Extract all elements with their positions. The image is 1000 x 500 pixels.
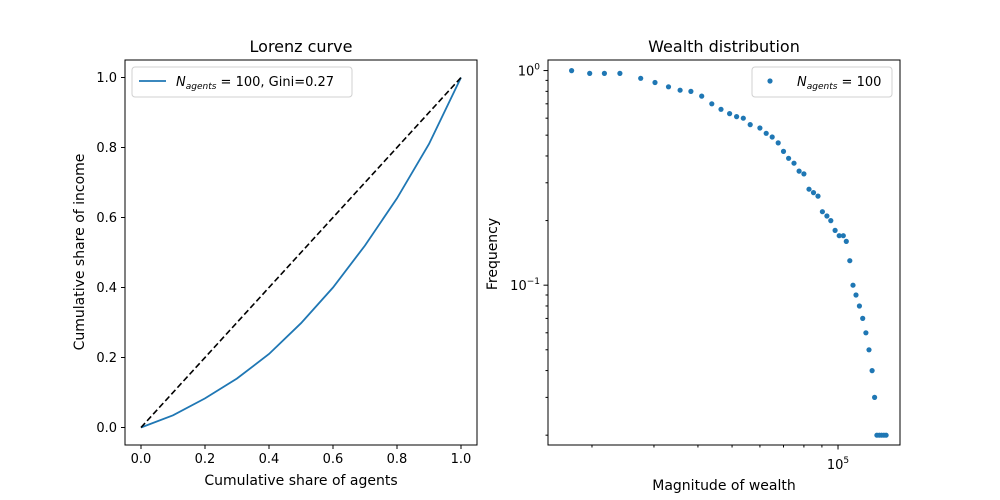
wealth-point — [832, 227, 838, 233]
wealth-point — [791, 160, 797, 166]
wealth-point — [763, 130, 769, 136]
wealth-ytick-label: 100 — [518, 63, 541, 80]
lorenz-xtick-label: 1.0 — [451, 452, 472, 467]
wealth-point — [828, 218, 834, 224]
wealth-point — [652, 79, 658, 86]
lorenz-legend-n: N — [176, 75, 186, 90]
wealth-point — [718, 106, 724, 112]
wealth-point — [824, 213, 830, 219]
wealth-point — [775, 140, 781, 146]
wealth-point — [836, 233, 842, 239]
wealth-point — [757, 125, 763, 131]
wealth-axes-frame — [547, 59, 901, 446]
wealth-legend-label: Nagents = 100 — [797, 75, 881, 92]
equality-diagonal-line — [140, 76, 462, 429]
wealth-plot: Wealth distribution 105 100 10−1 Magnitude… — [485, 37, 901, 494]
wealth-point — [806, 186, 812, 192]
lorenz-axes-frame — [124, 59, 478, 446]
wealth-point — [727, 111, 733, 117]
wealth-point — [617, 70, 623, 76]
lorenz-xtick-label: 0.2 — [195, 452, 216, 467]
wealth-point — [866, 347, 872, 353]
wealth-point — [796, 168, 802, 174]
wealth-xlabel: Magnitude of wealth — [652, 478, 795, 494]
lorenz-ticks: 0.0 0.2 0.4 0.6 0.8 1.0 0.0 0.2 0.4 0.6 0.8 1.0 — [96, 71, 471, 467]
lorenz-title: Lorenz curve — [250, 37, 353, 56]
wealth-title: Wealth distribution — [648, 37, 800, 56]
wealth-point — [638, 75, 644, 81]
lorenz-plot: Lorenz curve 0.0 0.2 0.4 0.6 0.8 1.0 0.0 0.2 0.4… — [72, 37, 478, 489]
wealth-point — [699, 93, 705, 99]
wealth-point — [587, 70, 593, 76]
wealth-point — [863, 330, 869, 336]
wealth-point — [769, 134, 775, 140]
wealth-legend: Nagents = 100 — [751, 66, 893, 98]
wealth-ylabel: Frequency — [485, 218, 501, 290]
wealth-point — [786, 155, 792, 161]
lorenz-ylabel: Cumulative share of income — [72, 154, 88, 351]
wealth-point — [840, 233, 846, 239]
wealth-legend-marker — [767, 78, 773, 84]
wealth-legend-suffix: = 100 — [837, 75, 881, 90]
wealth-point — [801, 171, 807, 177]
lorenz-legend-suffix: = 100, Gini=0.27 — [216, 75, 334, 90]
wealth-point — [810, 190, 817, 196]
wealth-point — [819, 209, 826, 215]
wealth-legend-box — [751, 66, 893, 98]
lorenz-xlabel: Cumulative share of agents — [204, 473, 397, 489]
wealth-point — [850, 282, 856, 288]
lorenz-ytick-label: 0.4 — [96, 281, 117, 296]
wealth-point — [734, 114, 740, 120]
lorenz-legend-label: Nagents = 100, Gini=0.27 — [176, 75, 334, 92]
wealth-point — [872, 394, 878, 400]
lorenz-ytick-label: 0.6 — [96, 211, 117, 226]
lorenz-xtick-label: 0.8 — [387, 452, 408, 467]
wealth-point — [688, 88, 694, 94]
lorenz-ytick-label: 0.8 — [96, 141, 117, 156]
wealth-point — [709, 101, 715, 107]
wealth-point — [815, 193, 821, 199]
lorenz-curve-line — [140, 77, 462, 429]
wealth-point — [569, 68, 575, 74]
wealth-point — [847, 258, 853, 264]
wealth-xtick-label: 105 — [827, 456, 849, 473]
wealth-legend-n: N — [797, 75, 807, 90]
wealth-point — [883, 432, 889, 438]
wealth-series — [569, 68, 889, 438]
wealth-point — [665, 84, 672, 90]
lorenz-legend-box — [131, 66, 353, 98]
lorenz-legend: Nagents = 100, Gini=0.27 — [131, 66, 353, 98]
lorenz-ytick-label: 1.0 — [96, 71, 117, 86]
lorenz-series — [140, 76, 462, 429]
wealth-point — [860, 315, 866, 321]
wealth-point — [740, 115, 746, 121]
wealth-point — [747, 122, 753, 128]
wealth-point — [853, 292, 859, 298]
lorenz-xtick-label: 0.4 — [259, 452, 280, 467]
lorenz-legend-sub: agents — [186, 82, 217, 92]
wealth-ticks: 105 100 10−1 — [510, 63, 849, 473]
wealth-point — [677, 87, 683, 93]
lorenz-ytick-label: 0.0 — [96, 421, 117, 436]
lorenz-xtick-label: 0.6 — [323, 452, 344, 467]
wealth-point — [856, 303, 863, 309]
wealth-point — [869, 368, 875, 374]
wealth-ytick-label: 10−1 — [510, 277, 540, 294]
wealth-point — [843, 238, 849, 244]
wealth-point — [780, 148, 787, 154]
lorenz-ytick-label: 0.2 — [96, 351, 117, 366]
lorenz-xtick-label: 0.0 — [131, 452, 152, 467]
wealth-point — [601, 70, 608, 76]
wealth-legend-sub: agents — [807, 82, 838, 92]
